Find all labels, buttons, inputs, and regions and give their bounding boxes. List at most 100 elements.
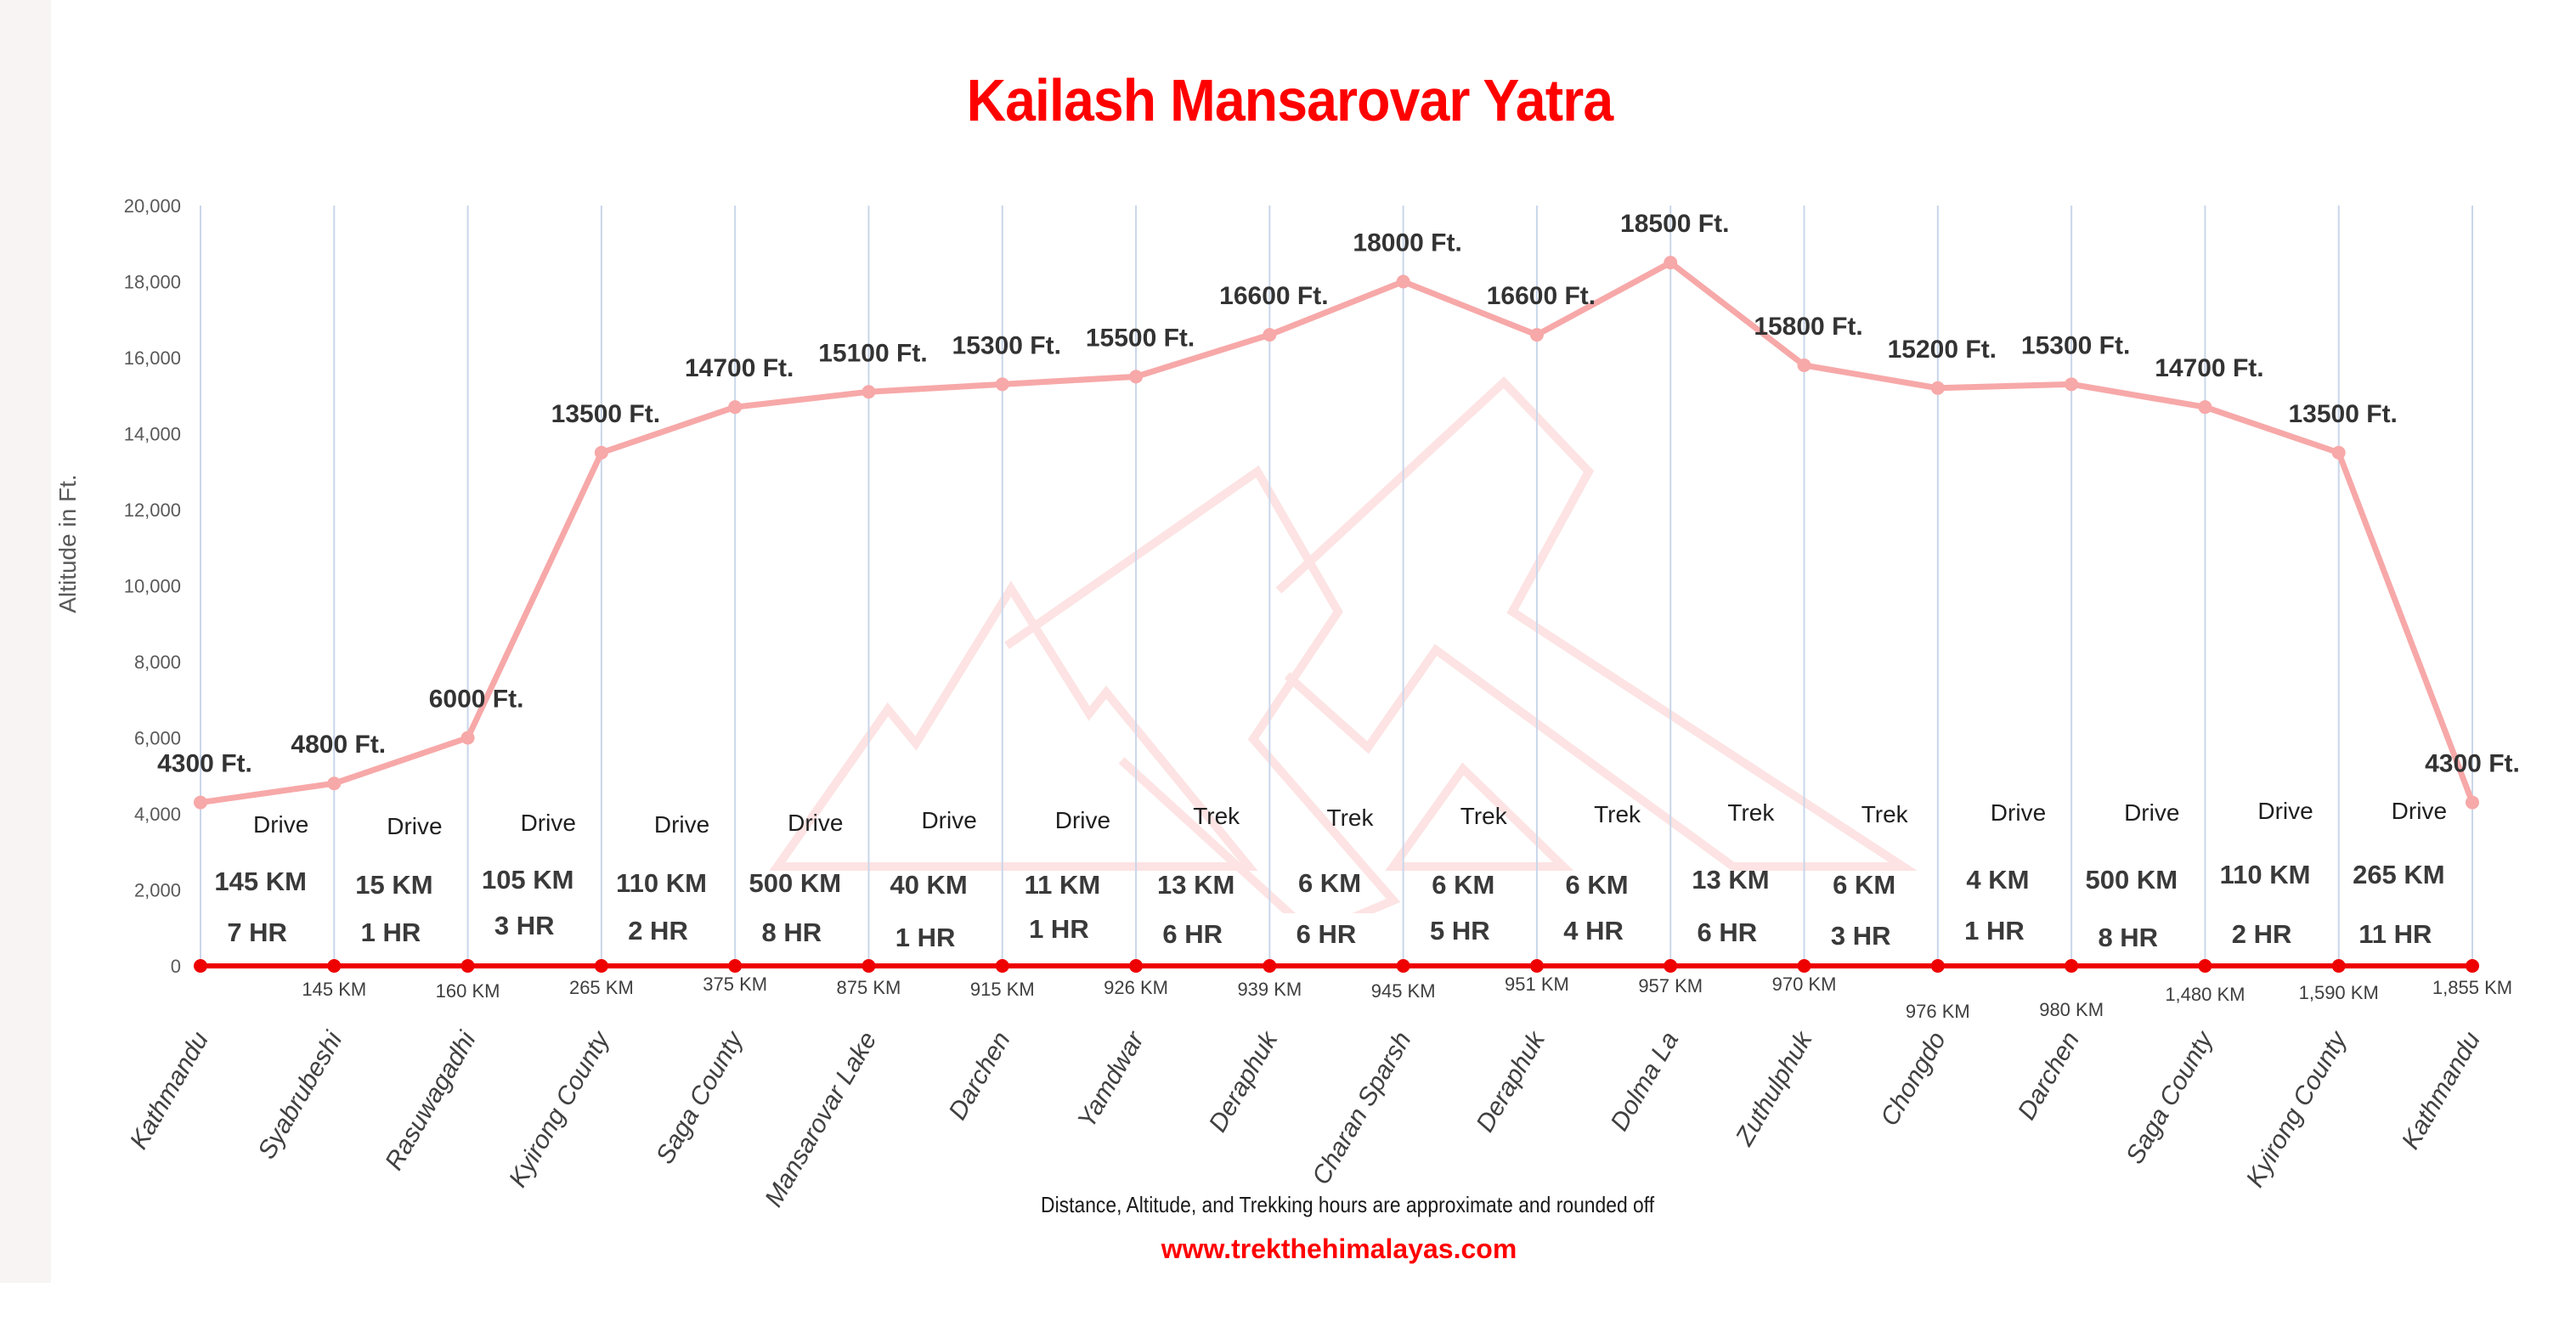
altitude-label: 16600 Ft.: [1219, 282, 1328, 310]
y-tick-label: 12,000: [124, 500, 181, 521]
altitude-label: 18500 Ft.: [1620, 210, 1729, 238]
distance-marker: [1664, 959, 1678, 973]
cumulative-distance-label: 951 KM: [1505, 974, 1569, 995]
website-link[interactable]: www.trekthehimalayas.com: [1161, 1233, 1517, 1264]
cumulative-distance-label: 1,480 KM: [2165, 984, 2245, 1005]
segment-mode: Trek: [1727, 799, 1775, 826]
segment-distance: 105 KM: [482, 865, 574, 895]
segment-annotation: Drive 110 KM 2 HR: [607, 811, 730, 954]
distance-marker: [194, 959, 207, 973]
distance-baseline-series: 145 KM 160 KM 265 KM 375 KM 875 KM 915 KM 926 …: [194, 959, 2512, 1022]
segment-annotation: Trek 13 KM 6 HR: [1141, 803, 1264, 954]
segment-time: 2 HR: [628, 916, 688, 946]
altitude-marker: [2331, 445, 2346, 460]
altitude-marker: [327, 776, 342, 791]
segment-time: 8 HR: [762, 917, 822, 947]
altitude-marker: [1129, 370, 1144, 384]
segment-mode: Drive: [654, 811, 709, 838]
station-label: Mansarovar Lake: [760, 1027, 882, 1211]
station-label: Chongdo: [1875, 1027, 1951, 1131]
segment-distance: 15 KM: [355, 870, 432, 900]
segment-annotation: Drive 11 KM 1 HR: [1008, 807, 1131, 954]
segment-mode: Trek: [1193, 803, 1240, 829]
altitude-label: 14700 Ft.: [685, 354, 794, 382]
segment-time: 1 HR: [895, 923, 956, 952]
station-label: Deraphuk: [1204, 1025, 1285, 1137]
altitude-label: 13500 Ft.: [2288, 400, 2397, 428]
segment-mode: Drive: [2124, 799, 2179, 826]
y-tick-label: 6,000: [134, 728, 181, 749]
segment-annotation: Trek 13 KM 6 HR: [1675, 799, 1799, 954]
station-label: Kyirong County: [2241, 1025, 2353, 1192]
segment-mode: Drive: [253, 811, 308, 838]
distance-marker: [1129, 959, 1144, 973]
segment-mode: Trek: [1594, 801, 1641, 827]
distance-marker: [995, 959, 1009, 973]
altitude-marker: [1797, 358, 1811, 372]
station-label: Darchen: [2013, 1027, 2085, 1125]
segment-mode: Drive: [521, 810, 576, 836]
y-tick-label: 2,000: [134, 880, 181, 901]
altitude-label: 15200 Ft.: [1888, 336, 1997, 364]
y-axis-title: Altitude in Ft.: [54, 474, 81, 613]
segment-mode: Drive: [2257, 798, 2313, 824]
segment-distance: 6 KM: [1298, 868, 1361, 898]
watermark-mountain-shape: [769, 580, 1258, 871]
altitude-marker: [460, 731, 475, 745]
altitude-label: 14700 Ft.: [2155, 354, 2263, 382]
segment-annotation: Trek 6 KM 4 HR: [1542, 801, 1665, 954]
station-label: Saga County: [651, 1025, 749, 1168]
distance-marker: [728, 959, 743, 973]
station-label: Zuthulphuk: [1730, 1025, 1818, 1151]
segment-distance: 6 KM: [1566, 870, 1629, 900]
cumulative-distance-label: 875 KM: [837, 977, 901, 998]
distance-marker: [594, 959, 608, 973]
altitude-marker: [861, 385, 876, 399]
segment-distance: 4 KM: [1966, 865, 2029, 895]
distance-marker: [1263, 959, 1277, 973]
altitude-marker: [1396, 274, 1410, 289]
station-label: Kyirong County: [504, 1025, 616, 1192]
altitude-marker: [2466, 795, 2479, 810]
segment-distance: 6 KM: [1833, 870, 1895, 900]
segment-time: 8 HR: [2098, 923, 2158, 952]
distance-marker: [2466, 959, 2479, 973]
distance-marker: [1529, 959, 1544, 973]
station-label: Darchen: [944, 1027, 1016, 1125]
segment-time: 4 HR: [1563, 916, 1624, 946]
altitude-label: 4300 Ft.: [157, 750, 252, 778]
cumulative-distance-label: 939 KM: [1237, 979, 1302, 1000]
segment-annotation: Drive 4 KM 1 HR: [1943, 799, 2066, 954]
segment-time: 5 HR: [1430, 916, 1490, 946]
cumulative-distance-label: 1,855 KM: [2432, 977, 2512, 998]
station-label: Saga County: [2121, 1025, 2219, 1168]
altitude-marker: [2065, 377, 2079, 392]
segment-time: 6 HR: [1296, 919, 1357, 949]
y-tick-label: 16,000: [124, 347, 181, 369]
segment-time: 2 HR: [2232, 919, 2292, 949]
segment-annotation: Drive 40 KM 1 HR: [874, 807, 997, 954]
segment-time: 3 HR: [494, 911, 555, 940]
segment-annotations: Drive 145 KM 7 HR Drive 15 KM 1 HR Drive 105 KM…: [206, 798, 2467, 954]
watermark-mountain-shape: [1275, 375, 1918, 871]
cumulative-distance-label: 926 KM: [1104, 977, 1168, 998]
distance-marker: [861, 959, 876, 973]
segment-distance: 6 KM: [1432, 870, 1494, 900]
disclaimer-note: Distance, Altitude, and Trekking hours a…: [1041, 1192, 1655, 1217]
segment-time: 6 HR: [1162, 919, 1223, 949]
segment-mode: Drive: [921, 807, 976, 833]
segment-time: 11 HR: [2359, 919, 2432, 949]
segment-distance: 500 KM: [2085, 865, 2178, 895]
cumulative-distance-label: 970 KM: [1772, 974, 1837, 995]
altitude-marker: [2198, 400, 2212, 415]
segment-annotation: Drive 145 KM 7 HR: [206, 811, 329, 954]
left-margin-strip: [0, 0, 51, 1283]
y-tick-label: 4,000: [134, 804, 181, 825]
segment-mode: Trek: [1460, 803, 1508, 829]
y-tick-label: 20,000: [124, 195, 181, 217]
segment-distance: 110 KM: [2220, 860, 2311, 889]
station-label: Kathmandu: [125, 1027, 214, 1154]
distance-marker: [460, 959, 475, 973]
segment-time: 3 HR: [1831, 921, 1891, 951]
y-tick-label: 0: [171, 956, 181, 977]
